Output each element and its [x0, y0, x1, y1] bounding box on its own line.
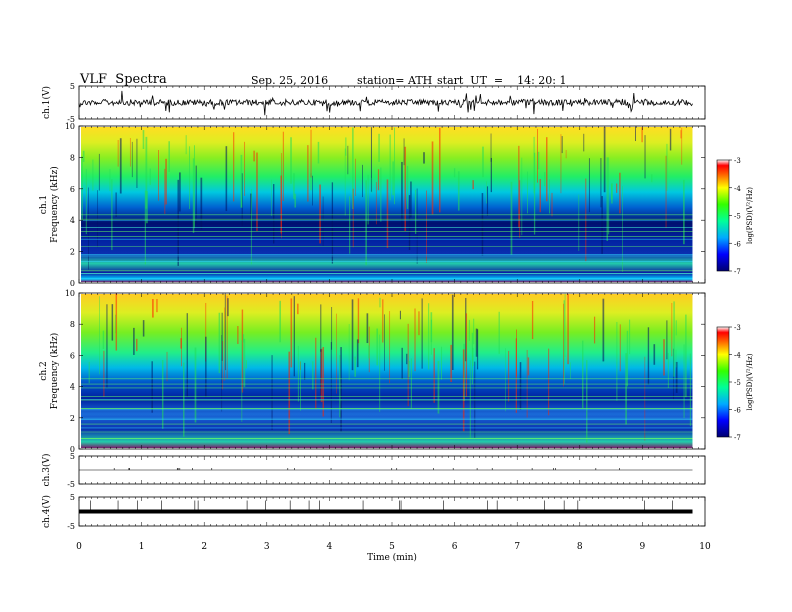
y-tick-label: 4 [70, 216, 75, 225]
colorbar-tick-label: -5 [734, 379, 741, 387]
y-tick-label: -5 [67, 480, 75, 489]
waveform-trace [78, 90, 693, 116]
x-tick-label: 6 [452, 542, 458, 552]
x-tick-label: 9 [640, 542, 646, 552]
colorbar [716, 159, 730, 272]
colorbar-label: log(PSD)(V²/Hz) [746, 353, 754, 410]
x-axis-label: Time (min) [367, 552, 417, 563]
x-tick-label: 1 [139, 542, 145, 552]
x-tick-label: 2 [201, 542, 207, 552]
colorbar-tick-label: -3 [734, 157, 741, 165]
spectrogram-image [81, 294, 693, 448]
colorbar-label: log(PSD)(V²/Hz) [746, 187, 754, 244]
y-axis-label: Frequency (kHz) [49, 333, 60, 410]
y-tick-label: 8 [70, 153, 75, 162]
y-tick-label: -5 [67, 522, 75, 531]
x-tick-label: 0 [76, 542, 82, 552]
y-axis-label: ch.2 [39, 361, 49, 380]
y-tick-label: 5 [70, 82, 75, 91]
y-axis-label: ch.1(V) [41, 86, 52, 119]
colorbar-tick-label: -4 [734, 352, 741, 360]
colorbar-tick-label: -3 [734, 324, 741, 332]
x-tick-label: 10 [699, 542, 711, 552]
y-tick-label: 10 [65, 122, 75, 131]
y-tick-label: -5 [67, 115, 75, 124]
y-axis-label: ch.4(V) [41, 495, 52, 528]
y-tick-label: 10 [65, 289, 75, 298]
y-axis-label: ch.3(V) [41, 454, 52, 487]
colorbar-tick-label: -6 [734, 240, 741, 248]
colorbar-tick-label: -5 [734, 213, 741, 221]
colorbar-tick-label: -4 [734, 185, 741, 193]
y-tick-label: 0 [70, 445, 75, 454]
y-axis-label: ch.1 [39, 195, 49, 214]
x-tick-label: 8 [577, 542, 583, 552]
y-tick-label: 6 [70, 185, 75, 194]
x-tick-label: 7 [514, 542, 520, 552]
y-tick-label: 2 [70, 414, 75, 423]
x-tick-label: 5 [389, 542, 395, 552]
y-tick-label: 8 [70, 320, 75, 329]
y-tick-label: 0 [70, 279, 75, 288]
x-tick-label: 3 [264, 542, 270, 552]
station-label: station= ATH [357, 74, 433, 87]
start-time-label: start UT = 14: 20: 1 [437, 74, 567, 87]
colorbar-tick-label: -6 [734, 407, 741, 415]
y-tick-label: 2 [70, 248, 75, 257]
y-axis-label: Frequency (kHz) [49, 166, 60, 243]
y-tick-label: 6 [70, 351, 75, 360]
x-tick-label: 4 [327, 542, 333, 552]
colorbar [716, 326, 730, 438]
y-tick-label: 5 [70, 493, 75, 502]
colorbar-tick-label: -7 [734, 268, 741, 276]
y-tick-label: 4 [70, 383, 75, 392]
colorbar-tick-label: -7 [734, 434, 741, 442]
y-tick-label: 5 [70, 452, 75, 461]
date-label: Sep. 25, 2016 [251, 74, 329, 87]
figure-title: VLF Spectra [80, 72, 167, 87]
